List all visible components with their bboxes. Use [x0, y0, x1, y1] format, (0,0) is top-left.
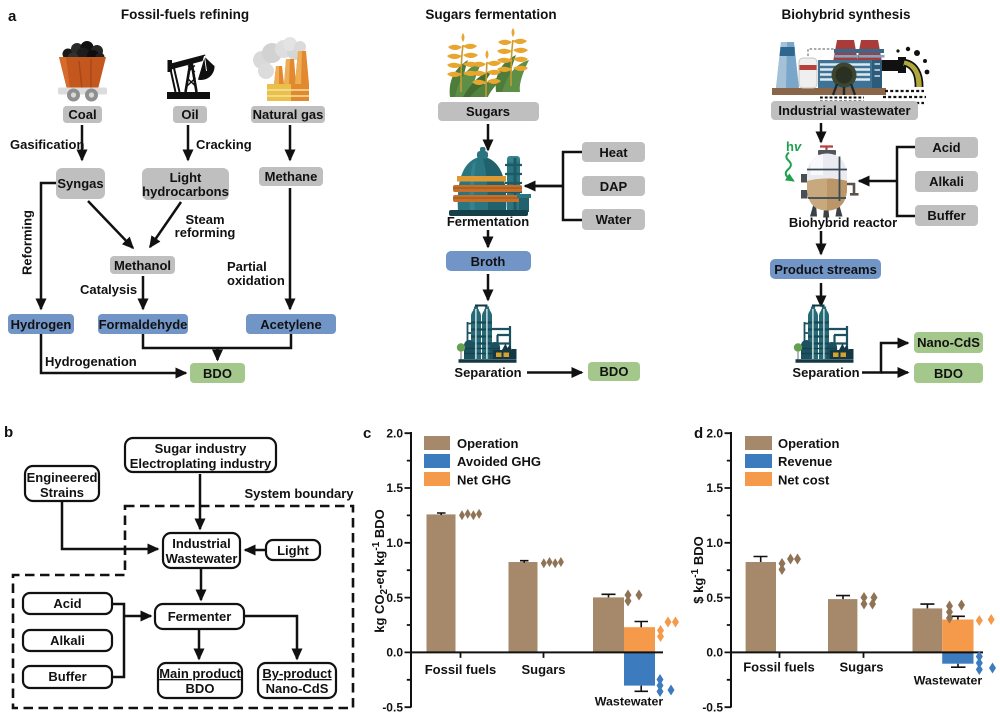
- svg-text:1.0: 1.0: [386, 536, 403, 550]
- svg-text:-0.5: -0.5: [702, 700, 723, 714]
- svg-text:Wastewater: Wastewater: [914, 674, 983, 688]
- svg-text:Heat: Heat: [599, 145, 628, 160]
- svg-text:Buffer: Buffer: [927, 208, 965, 223]
- svg-text:Acetylene: Acetylene: [260, 317, 321, 332]
- svg-text:kg CO2-eq kg-1 BDO: kg CO2-eq kg-1 BDO: [371, 509, 390, 633]
- svg-text:Oil: Oil: [181, 107, 198, 122]
- svg-text:reforming: reforming: [175, 225, 236, 240]
- svg-text:Acid: Acid: [53, 596, 81, 611]
- svg-text:Alkali: Alkali: [50, 633, 85, 648]
- svg-text:Nano-CdS: Nano-CdS: [917, 335, 980, 350]
- svg-text:By-product: By-product: [262, 666, 332, 681]
- svg-text:Wastewater: Wastewater: [595, 695, 664, 709]
- svg-text:Net cost: Net cost: [778, 472, 830, 487]
- svg-text:Electroplating industry: Electroplating industry: [130, 456, 272, 471]
- svg-text:Sugars fermentation: Sugars fermentation: [425, 7, 556, 22]
- svg-text:Product streams: Product streams: [774, 262, 877, 277]
- svg-text:oxidation: oxidation: [227, 273, 285, 288]
- svg-text:Buffer: Buffer: [48, 669, 86, 684]
- svg-text:0.0: 0.0: [706, 646, 723, 660]
- svg-text:Sugars: Sugars: [521, 662, 565, 677]
- svg-text:BDO: BDO: [600, 364, 629, 379]
- svg-text:Hydrogenation: Hydrogenation: [45, 354, 137, 369]
- svg-text:Fossil fuels: Fossil fuels: [425, 662, 497, 677]
- svg-text:Main product: Main product: [159, 666, 241, 681]
- svg-text:a: a: [8, 8, 17, 25]
- svg-text:Operation: Operation: [778, 436, 839, 451]
- svg-text:Methanol: Methanol: [114, 258, 171, 273]
- svg-text:Industrial: Industrial: [172, 536, 231, 551]
- svg-text:BDO: BDO: [186, 681, 215, 696]
- svg-text:Fermentation: Fermentation: [447, 214, 529, 229]
- svg-text:Hydrogen: Hydrogen: [11, 317, 72, 332]
- svg-text:hydrocarbons: hydrocarbons: [142, 184, 229, 199]
- svg-text:Water: Water: [596, 212, 632, 227]
- svg-text:2.0: 2.0: [386, 426, 403, 440]
- svg-text:Revenue: Revenue: [778, 454, 832, 469]
- svg-text:b: b: [4, 424, 13, 441]
- svg-text:Steam: Steam: [185, 212, 224, 227]
- svg-text:hv: hv: [786, 139, 802, 154]
- svg-text:Biohybrid reactor: Biohybrid reactor: [789, 215, 897, 230]
- svg-text:Cracking: Cracking: [196, 137, 252, 152]
- svg-text:Broth: Broth: [471, 254, 506, 269]
- svg-text:BDO: BDO: [934, 366, 963, 381]
- svg-text:Net GHG: Net GHG: [457, 472, 511, 487]
- svg-text:1.0: 1.0: [706, 536, 723, 550]
- svg-text:Light: Light: [277, 543, 309, 558]
- svg-text:Formaldehyde: Formaldehyde: [99, 317, 188, 332]
- svg-text:Fossil-fuels refining: Fossil-fuels refining: [121, 7, 249, 22]
- svg-text:Syngas: Syngas: [57, 176, 103, 191]
- svg-text:Fossil fuels: Fossil fuels: [743, 660, 815, 675]
- svg-text:$ kg-1 BDO: $ kg-1 BDO: [690, 536, 706, 603]
- svg-text:Coal: Coal: [68, 107, 96, 122]
- svg-text:1.5: 1.5: [386, 481, 403, 495]
- svg-text:-0.5: -0.5: [382, 700, 403, 714]
- svg-text:Sugars: Sugars: [466, 104, 510, 119]
- svg-text:Gasification: Gasification: [10, 137, 84, 152]
- svg-text:Avoided GHG: Avoided GHG: [457, 454, 541, 469]
- svg-text:1.5: 1.5: [706, 481, 723, 495]
- svg-text:System boundary: System boundary: [244, 486, 354, 501]
- svg-text:Sugar industry: Sugar industry: [155, 441, 248, 456]
- svg-text:0.5: 0.5: [386, 591, 403, 605]
- svg-text:Catalysis: Catalysis: [80, 282, 137, 297]
- svg-text:Separation: Separation: [454, 365, 521, 380]
- svg-text:0.0: 0.0: [386, 646, 403, 660]
- svg-text:Acid: Acid: [932, 140, 960, 155]
- svg-text:Natural gas: Natural gas: [253, 107, 324, 122]
- svg-text:DAP: DAP: [600, 179, 628, 194]
- svg-text:Methane: Methane: [265, 169, 318, 184]
- svg-text:Fermenter: Fermenter: [168, 609, 232, 624]
- svg-text:Reforming: Reforming: [20, 210, 35, 275]
- svg-text:Industrial wastewater: Industrial wastewater: [778, 103, 910, 118]
- svg-text:Engineered: Engineered: [27, 470, 98, 485]
- svg-text:Nano-CdS: Nano-CdS: [266, 681, 329, 696]
- svg-text:Alkali: Alkali: [929, 174, 964, 189]
- svg-text:Strains: Strains: [40, 485, 84, 500]
- svg-text:Sugars: Sugars: [839, 660, 883, 675]
- svg-text:2.0: 2.0: [706, 426, 723, 440]
- svg-text:Separation: Separation: [792, 365, 859, 380]
- svg-text:Wastewater: Wastewater: [166, 551, 238, 566]
- svg-text:d: d: [694, 425, 703, 442]
- svg-text:0.5: 0.5: [706, 591, 723, 605]
- svg-text:Partial: Partial: [227, 259, 267, 274]
- svg-text:BDO: BDO: [203, 366, 232, 381]
- svg-text:Light: Light: [170, 170, 202, 185]
- svg-text:Operation: Operation: [457, 436, 518, 451]
- svg-text:c: c: [363, 425, 371, 442]
- svg-text:Biohybrid synthesis: Biohybrid synthesis: [781, 7, 910, 22]
